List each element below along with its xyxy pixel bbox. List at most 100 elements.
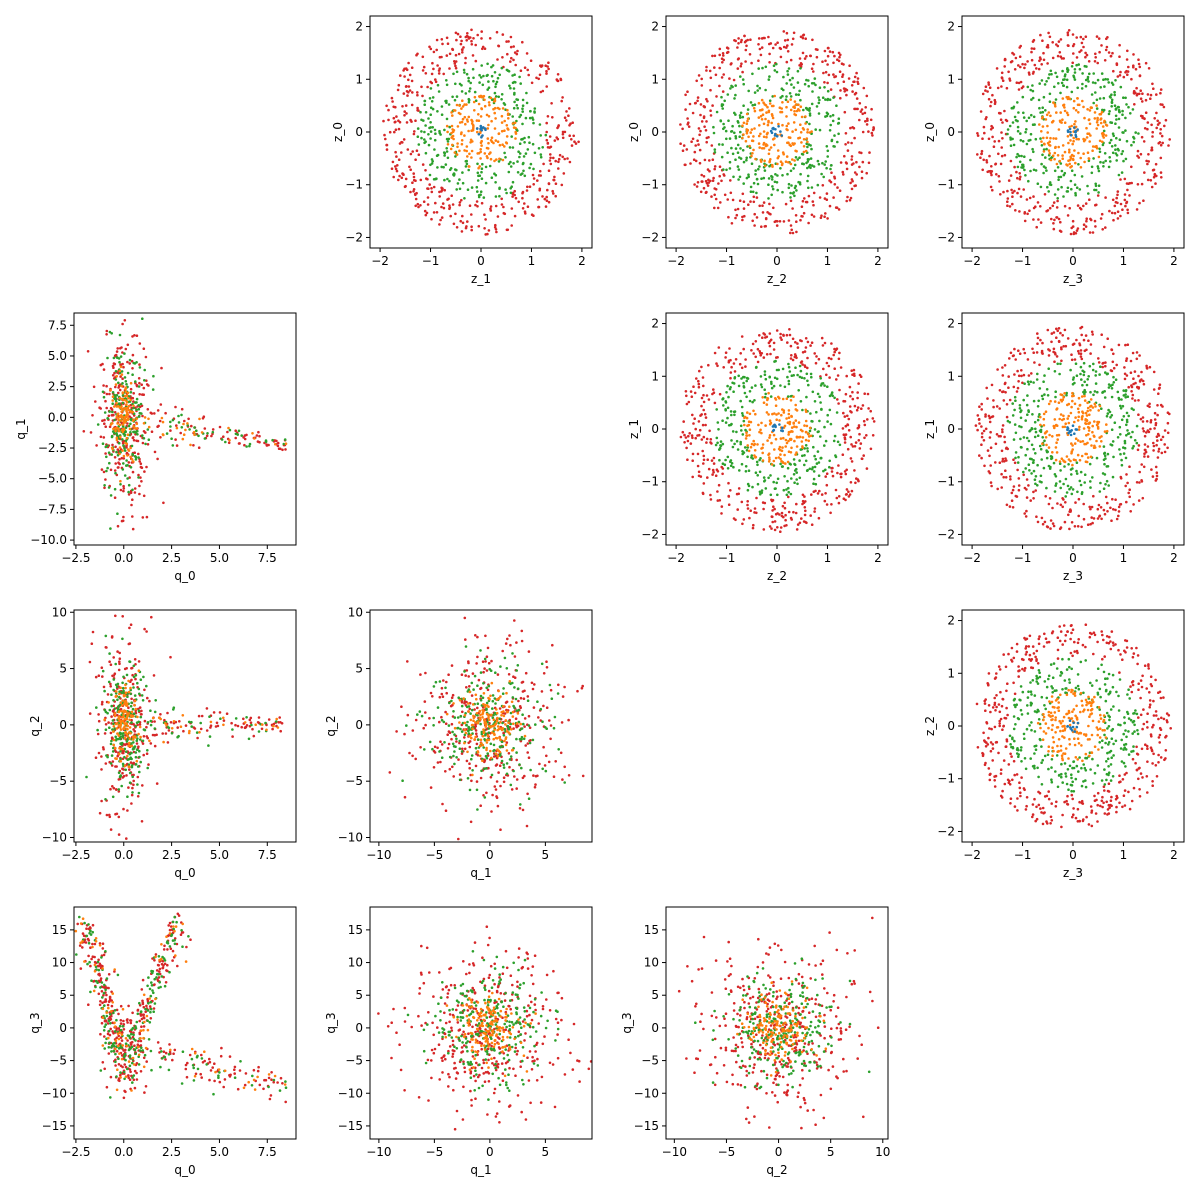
data-point [793, 469, 797, 472]
data-point [392, 116, 396, 120]
data-point [787, 382, 791, 386]
data-point [1074, 130, 1077, 134]
data-point [145, 465, 148, 469]
data-point [1055, 206, 1059, 209]
data-point [1139, 152, 1143, 156]
data-point [809, 54, 812, 58]
data-point [1102, 108, 1106, 112]
data-point [121, 382, 124, 385]
data-point [1096, 123, 1100, 127]
data-point [744, 365, 747, 368]
data-point [119, 479, 122, 483]
data-point [509, 160, 512, 164]
data-point [1137, 413, 1140, 417]
data-point [103, 418, 106, 422]
data-point [400, 151, 403, 154]
data-point [710, 195, 713, 198]
data-point [122, 487, 126, 490]
data-point [998, 180, 1001, 183]
data-point [104, 425, 107, 429]
data-point [1064, 501, 1067, 504]
data-point [734, 216, 737, 220]
data-point [131, 527, 135, 531]
data-point [1015, 390, 1019, 393]
data-point [849, 435, 852, 439]
data-point [1106, 501, 1109, 505]
data-point [1048, 497, 1052, 500]
data-point [1069, 166, 1072, 169]
data-point [122, 489, 125, 493]
data-point [839, 161, 843, 164]
data-point [131, 436, 135, 440]
data-point [786, 341, 789, 344]
data-point [487, 229, 491, 232]
data-point [698, 148, 702, 152]
data-point [828, 408, 832, 412]
data-point [864, 120, 867, 123]
data-point [749, 101, 753, 104]
data-point [832, 353, 835, 357]
data-point [1133, 399, 1137, 402]
data-point [796, 373, 799, 377]
data-point [776, 149, 780, 152]
data-point [758, 470, 762, 474]
data-point [1032, 497, 1035, 500]
data-point [102, 368, 106, 371]
data-point [1032, 469, 1036, 473]
data-point [128, 410, 132, 413]
data-point [1000, 154, 1004, 158]
data-point [222, 435, 225, 439]
data-point [867, 161, 871, 165]
data-point [1150, 123, 1153, 127]
data-point [727, 503, 731, 507]
data-point [433, 138, 437, 142]
data-point [794, 403, 797, 407]
data-point [766, 123, 770, 127]
data-point [734, 358, 738, 361]
data-point [1002, 475, 1005, 479]
data-point [512, 45, 515, 48]
data-point [514, 137, 517, 140]
data-point [987, 137, 991, 141]
data-point [782, 333, 785, 337]
data-point [1012, 106, 1015, 110]
data-point [1155, 471, 1159, 475]
data-point [767, 119, 770, 123]
data-point [1017, 455, 1020, 459]
data-point [855, 173, 858, 176]
data-point [712, 470, 715, 474]
data-point [864, 106, 867, 109]
data-point [1088, 140, 1091, 143]
data-point [1137, 399, 1140, 402]
data-point [790, 426, 794, 429]
data-point [1071, 157, 1075, 161]
data-point [774, 128, 777, 131]
data-point [767, 110, 771, 114]
data-point [1091, 333, 1094, 336]
data-point [763, 373, 767, 377]
data-point [494, 223, 497, 227]
data-point [837, 132, 840, 136]
data-point [485, 146, 489, 150]
y-tick-label: −10.0 [30, 533, 67, 547]
data-point [682, 420, 685, 423]
data-point [794, 453, 797, 456]
data-point [789, 231, 792, 235]
data-point [979, 156, 982, 159]
data-point [1016, 191, 1019, 195]
data-point [502, 205, 505, 209]
data-point [1050, 340, 1053, 344]
data-point [987, 97, 991, 101]
data-point [509, 45, 513, 49]
data-point [1025, 198, 1029, 201]
data-point [1094, 188, 1098, 192]
x-tick-label: 7.5 [258, 551, 277, 565]
data-point [1006, 197, 1010, 200]
data-point [790, 414, 793, 418]
data-point [776, 174, 779, 177]
data-point [431, 61, 434, 65]
data-point [507, 117, 510, 120]
data-point [522, 155, 526, 158]
data-point [1014, 209, 1017, 212]
data-point [516, 160, 519, 163]
